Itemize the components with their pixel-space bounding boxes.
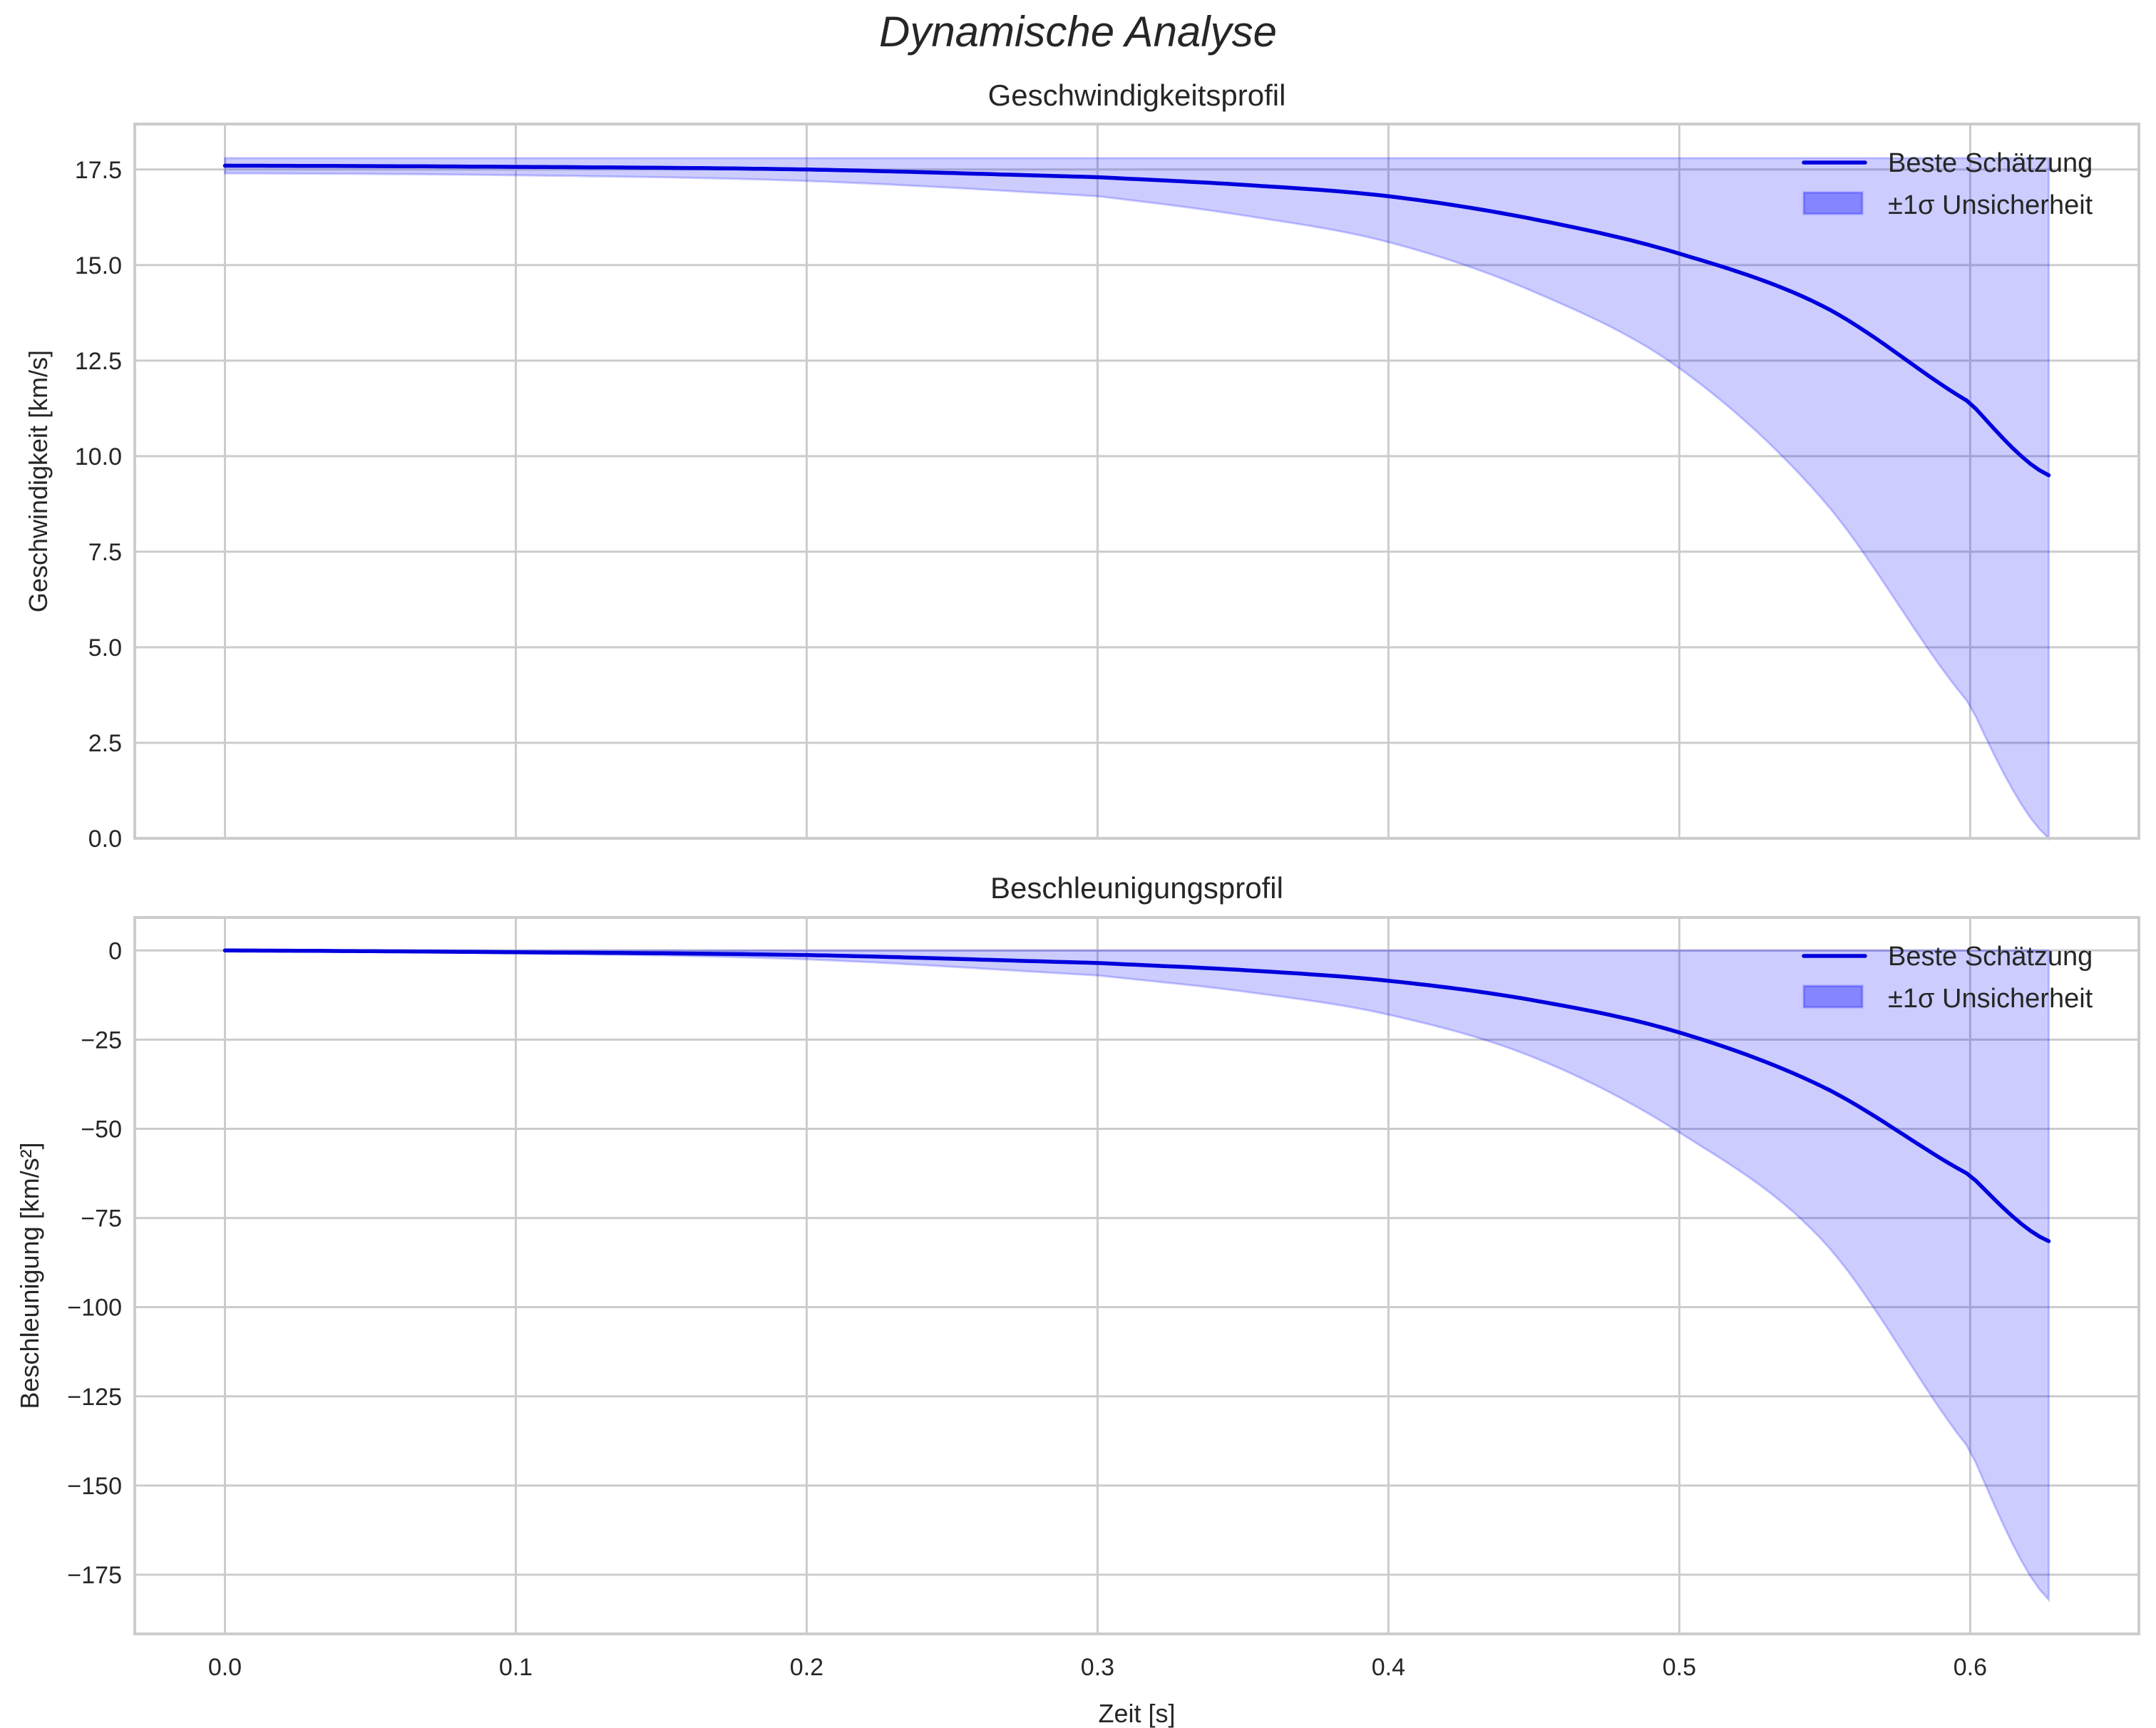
y-tick-labels: 0.0 2.5 5.0 7.5 10.0 12.5 15.0 17.5 [75, 157, 122, 853]
velocity-subplot: 0.0 2.5 5.0 7.5 10.0 12.5 15.0 17.5 Geschwindigk… [24, 78, 2140, 853]
subplot-title: Geschwindigkeitsprofil [988, 78, 1286, 112]
y-tick-label: 12.5 [75, 348, 122, 375]
axes-frame [133, 123, 2140, 840]
legend-label-best: Beste Schätzung [1888, 148, 2093, 178]
legend: Beste Schätzung ±1σ Unsicherheit [1802, 942, 2093, 1014]
x-tick-label: 0.4 [1372, 1654, 1405, 1681]
y-tick-label: 2.5 [88, 730, 122, 757]
best-estimate-line [222, 948, 2051, 1243]
x-tick-label: 0.5 [1663, 1654, 1696, 1681]
y-tick-label: −25 [81, 1027, 122, 1054]
x-axis-label: Zeit [s] [1098, 1699, 1175, 1728]
uncertainty-band [224, 949, 2050, 1603]
legend-label-uncertainty: ±1σ Unsicherheit [1888, 190, 2093, 220]
x-tick-label: 0.1 [499, 1654, 533, 1681]
x-tick-label: 0.0 [208, 1654, 242, 1681]
legend: Beste Schätzung ±1σ Unsicherheit [1802, 148, 2093, 220]
y-tick-label: 15.0 [75, 252, 122, 279]
legend-label-best: Beste Schätzung [1888, 942, 2093, 972]
figure-title: Dynamische Analyse [878, 8, 1278, 56]
x-tick-labels: 0.0 0.1 0.2 0.3 0.4 0.5 0.6 [208, 1654, 1987, 1681]
y-axis-label: Beschleunigung [km/s²] [15, 1142, 44, 1409]
subplot-title: Beschleunigungsprofil [990, 871, 1283, 905]
y-tick-labels: 0 −25 −50 −75 −100 −125 −150 −175 [67, 937, 122, 1589]
y-tick-label: 10.0 [75, 443, 122, 470]
y-tick-label: −175 [67, 1562, 122, 1589]
y-tick-label: −50 [81, 1116, 122, 1143]
x-tick-label: 0.3 [1081, 1654, 1114, 1681]
y-tick-label: 17.5 [75, 157, 122, 184]
y-tick-label: −125 [67, 1384, 122, 1411]
axes-frame [133, 916, 2140, 1635]
x-tick-label: 0.6 [1954, 1654, 1987, 1681]
y-tick-label: −100 [67, 1295, 122, 1322]
legend-band-swatch [1802, 191, 1864, 215]
y-tick-label: −75 [81, 1205, 122, 1233]
y-tick-label: 7.5 [88, 539, 122, 566]
y-tick-label: 0 [108, 937, 122, 965]
grid-lines [135, 917, 2139, 1634]
legend-band-swatch [1802, 984, 1864, 1009]
best-estimate-line [222, 163, 2051, 478]
x-tick-label: 0.2 [790, 1654, 823, 1681]
y-tick-label: 0.0 [88, 826, 122, 853]
legend-label-uncertainty: ±1σ Unsicherheit [1888, 984, 2093, 1014]
y-axis-label: Geschwindigkeit [km/s] [24, 350, 53, 612]
y-tick-label: −150 [67, 1473, 122, 1500]
y-tick-label: 5.0 [88, 634, 122, 662]
